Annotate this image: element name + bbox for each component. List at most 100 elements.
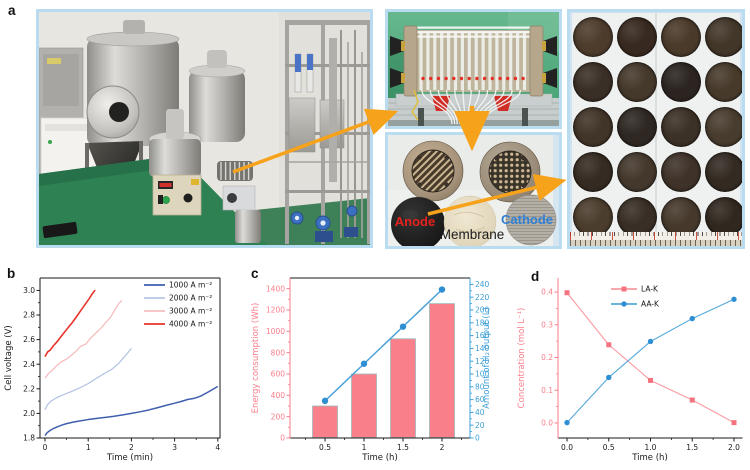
chart-b: 0 1 2 3 4 Time (min) 1.8 2.0 2.2 2.4 2.6 2.8 3.0 Cell… (4, 277, 221, 463)
svg-text:2.2: 2.2 (23, 384, 35, 393)
electrode-disk (617, 197, 657, 237)
svg-text:60: 60 (475, 395, 485, 404)
electrode-disk (661, 152, 701, 192)
svg-text:3: 3 (172, 443, 177, 452)
yellow-wire (411, 89, 419, 121)
svg-text:0.0: 0.0 (561, 443, 573, 452)
svg-text:Time (min): Time (min) (106, 453, 153, 463)
svg-text:1400: 1400 (266, 284, 285, 293)
svg-text:1.8: 1.8 (23, 434, 35, 443)
svg-text:0.5: 0.5 (319, 443, 331, 452)
svg-text:2: 2 (129, 443, 134, 452)
stack-tube-stripes (419, 32, 527, 90)
svg-text:2.0: 2.0 (728, 443, 740, 452)
svg-text:0.3: 0.3 (541, 320, 553, 329)
electrode-disk (705, 152, 742, 192)
svg-text:1200: 1200 (266, 306, 285, 315)
svg-text:2.0: 2.0 (23, 409, 35, 418)
svg-text:4000 A m⁻²: 4000 A m⁻² (169, 320, 212, 329)
svg-text:1000: 1000 (266, 327, 285, 336)
svg-text:2.8: 2.8 (23, 311, 35, 320)
ruler (570, 240, 742, 246)
svg-text:Time (h): Time (h) (361, 453, 398, 463)
svg-text:1.5: 1.5 (397, 443, 409, 452)
svg-text:0.1: 0.1 (541, 386, 553, 395)
svg-text:0.5: 0.5 (603, 443, 615, 452)
svg-text:2000 A m⁻²: 2000 A m⁻² (169, 294, 212, 303)
svg-text:200: 200 (271, 412, 286, 421)
electrode-disk (617, 107, 657, 147)
photo-electrode-disks (567, 9, 745, 249)
electrode-disk (705, 197, 742, 237)
svg-text:3000 A m⁻²: 3000 A m⁻² (169, 307, 212, 316)
electrode-disk (705, 107, 742, 147)
panel-label-b: b (7, 266, 16, 281)
svg-text:Time (h): Time (h) (631, 453, 668, 463)
svg-text:800: 800 (271, 348, 286, 357)
svg-text:220: 220 (475, 293, 490, 302)
svg-text:400: 400 (271, 391, 286, 400)
electrode-disk (573, 197, 613, 237)
svg-text:0: 0 (475, 434, 480, 443)
measuring-tape (570, 232, 742, 240)
svg-text:100: 100 (475, 370, 490, 379)
svg-text:LA-K: LA-K (641, 285, 659, 294)
cathode-label: Cathode (501, 212, 553, 227)
svg-text:1: 1 (362, 443, 367, 452)
electrode-disk (661, 107, 701, 147)
svg-text:Cell voltage (V): Cell voltage (V) (4, 325, 14, 391)
stack-photo-drawing (388, 12, 559, 126)
svg-text:1000 A m⁻²: 1000 A m⁻² (169, 281, 212, 290)
svg-text:2: 2 (440, 443, 445, 452)
electrode-disk (573, 152, 613, 192)
svg-text:240: 240 (475, 280, 490, 289)
svg-text:0.0: 0.0 (541, 419, 553, 428)
svg-text:1.5: 1.5 (686, 443, 698, 452)
electrode-disk (617, 62, 657, 102)
chart-d: 0.0 0.5 1.0 1.5 2.0 Time (h) 0.0 0.1 0.2 0.3 0.4 Co… (517, 278, 743, 463)
svg-text:3.0: 3.0 (23, 286, 35, 295)
disk-grid (570, 12, 742, 246)
panel-label-a: a (8, 3, 16, 18)
membrane-label: Membrane (439, 227, 505, 242)
lab-photo-drawing (39, 12, 370, 245)
svg-text:0.4: 0.4 (541, 288, 553, 297)
svg-text:140: 140 (475, 344, 490, 353)
svg-text:AA-K: AA-K (641, 300, 660, 309)
electrode-disk (661, 17, 701, 57)
electrode-disk (573, 107, 613, 147)
photo-lab-equipment (36, 9, 373, 248)
svg-text:0: 0 (280, 434, 285, 443)
panel-label-d: d (531, 269, 540, 284)
electrode-disk (661, 197, 701, 237)
svg-text:20: 20 (475, 421, 485, 430)
svg-text:2.4: 2.4 (23, 360, 35, 369)
electrode-disk (705, 17, 742, 57)
anode-label: Anode (394, 214, 436, 229)
electrode-disk (705, 62, 742, 102)
svg-text:600: 600 (271, 370, 286, 379)
photo-electrode-components: Anode Membrane Cathode (385, 132, 562, 249)
svg-text:160: 160 (475, 331, 490, 340)
svg-text:40: 40 (475, 408, 485, 417)
stack-red-ports (421, 76, 525, 81)
svg-text:4: 4 (215, 443, 220, 452)
svg-text:180: 180 (475, 318, 490, 327)
svg-text:Concentration (mol L⁻¹): Concentration (mol L⁻¹) (517, 308, 527, 409)
svg-text:120: 120 (475, 357, 490, 366)
electrode-disk (573, 17, 613, 57)
panel-label-c: c (251, 266, 259, 281)
electrode-disk (617, 17, 657, 57)
svg-text:2.6: 2.6 (23, 335, 35, 344)
svg-text:0: 0 (43, 443, 48, 452)
svg-text:1: 1 (86, 443, 91, 452)
svg-text:200: 200 (475, 306, 490, 315)
svg-text:Amount of H₂ output (L): Amount of H₂ output (L) (482, 307, 492, 409)
photo-electrolyzer-stack (385, 9, 562, 129)
electrode-disk (661, 62, 701, 102)
electrode-disk (573, 62, 613, 102)
svg-text:80: 80 (475, 382, 485, 391)
svg-text:1.0: 1.0 (645, 443, 657, 452)
